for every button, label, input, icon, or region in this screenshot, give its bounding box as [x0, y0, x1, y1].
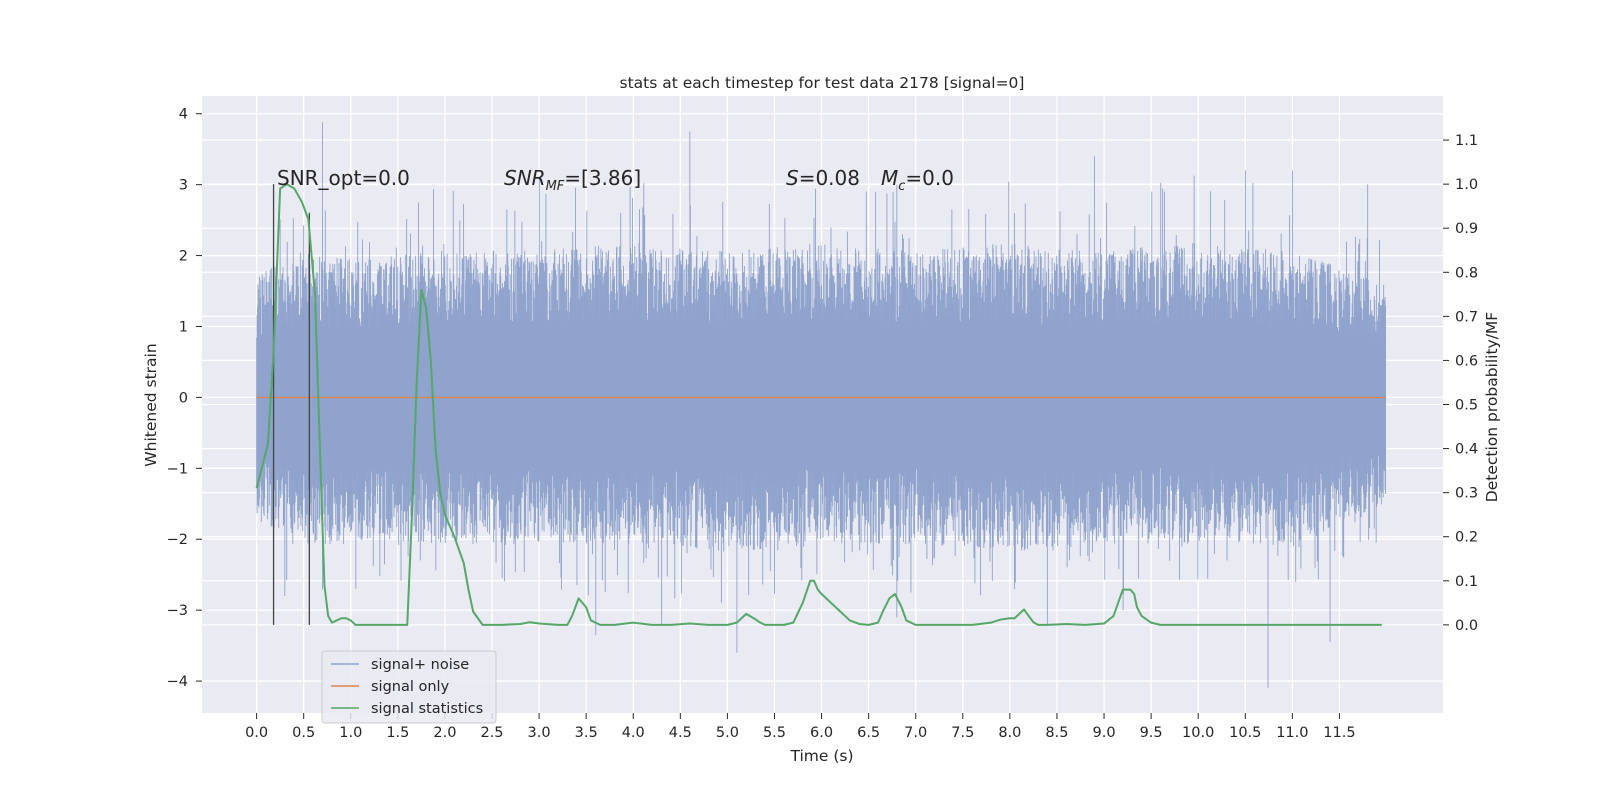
y-tick-label: 1	[179, 319, 188, 335]
legend-label-signal-only: signal only	[371, 679, 450, 695]
y-tick-label: 3	[179, 178, 188, 194]
snr-mf-sub: MF	[546, 179, 565, 194]
x-tick-label: 1.5	[386, 725, 409, 741]
series-signal-statistics	[255, 183, 1382, 626]
y-tick-label: 0	[179, 390, 188, 406]
x-tick-label: 3.5	[575, 725, 598, 741]
x-tick-label: 0.5	[292, 725, 315, 741]
x-tick-label: 8.0	[998, 725, 1021, 741]
y2-tick-label: 0.1	[1455, 574, 1478, 590]
annotation-mc: Mc=0.0	[881, 166, 954, 194]
snr-mf-rest: =[3.86]	[564, 166, 641, 190]
annotation-s: S=0.08	[786, 166, 860, 190]
y-tick-label: −1	[167, 461, 188, 477]
x-tick-label: 0.0	[245, 725, 268, 741]
y2-tick-label: 0.4	[1455, 442, 1478, 458]
y2-tick-label: 0.3	[1455, 486, 1478, 502]
legend-label-signal-noise: signal+ noise	[371, 657, 469, 673]
x-tick-label: 2.0	[433, 725, 456, 741]
y-axis-label: Whitened strain	[142, 343, 160, 466]
y2-axis-label: Detection probability/MF	[1483, 312, 1501, 503]
annotation-snr-mf: SNRMF=[3.86]	[504, 166, 641, 194]
s-value: =0.08	[799, 166, 860, 190]
x-tick-label: 10.0	[1182, 725, 1214, 741]
y2-tick-label: 0.8	[1455, 265, 1478, 281]
x-tick-label: 3.0	[528, 725, 551, 741]
y-tick-label: −4	[167, 674, 188, 690]
chart-title: stats at each timestep for test data 217…	[620, 74, 1025, 92]
y2-tick-label: 0.5	[1455, 398, 1478, 414]
x-tick-label: 5.5	[763, 725, 786, 741]
x-tick-label: 11.5	[1323, 725, 1355, 741]
y-tick-label: 2	[179, 249, 188, 265]
y-tick-label: 4	[179, 107, 188, 123]
y2-tick-label: 0.9	[1455, 221, 1478, 237]
x-tick-label: 7.5	[951, 725, 974, 741]
y2-tick-label: 0.2	[1455, 530, 1478, 546]
x-tick-label: 4.0	[622, 725, 645, 741]
y2-tick-label: 0.6	[1455, 353, 1478, 369]
x-tick-label: 2.5	[480, 725, 503, 741]
legend-label-signal-statistics: signal statistics	[371, 701, 483, 717]
ticks-layer: 0.0 0.5 1.0 1.5 2.0 2.5 3.0 3.5 4.0 4.5 5.0 5.5 6.0 6…	[167, 107, 1478, 741]
x-tick-label: 9.0	[1093, 725, 1116, 741]
x-tick-label: 5.0	[716, 725, 739, 741]
y-tick-label: −3	[167, 603, 188, 619]
x-tick-label: 7.0	[904, 725, 927, 741]
y2-tick-label: 1.1	[1455, 133, 1478, 149]
x-tick-label: 8.5	[1045, 725, 1068, 741]
y2-tick-label: 1.0	[1455, 177, 1478, 193]
x-tick-label: 4.5	[669, 725, 692, 741]
x-tick-label: 10.5	[1229, 725, 1261, 741]
s-symbol: S	[786, 166, 799, 190]
y2-tick-label: 0.0	[1455, 618, 1478, 634]
annotation-snr-opt: SNR_opt=0.0	[277, 166, 410, 190]
mc-sub: c	[898, 179, 905, 194]
x-tick-label: 6.5	[857, 725, 880, 741]
legend: signal+ noise signal only signal statist…	[321, 650, 497, 724]
y-tick-label: −2	[167, 532, 188, 548]
stats-layer	[255, 183, 1382, 626]
x-tick-label: 9.5	[1140, 725, 1163, 741]
mc-value: =0.0	[905, 166, 954, 190]
snr-mf-base: SNR	[504, 166, 546, 190]
x-tick-label: 1.0	[339, 725, 362, 741]
vline-layer	[272, 184, 310, 625]
mc-symbol: M	[881, 166, 898, 190]
x-tick-label: 6.0	[810, 725, 833, 741]
x-axis-label: Time (s)	[789, 747, 853, 765]
x-tick-label: 11.0	[1276, 725, 1308, 741]
y2-tick-label: 0.7	[1455, 309, 1478, 325]
legend-box	[321, 650, 497, 724]
